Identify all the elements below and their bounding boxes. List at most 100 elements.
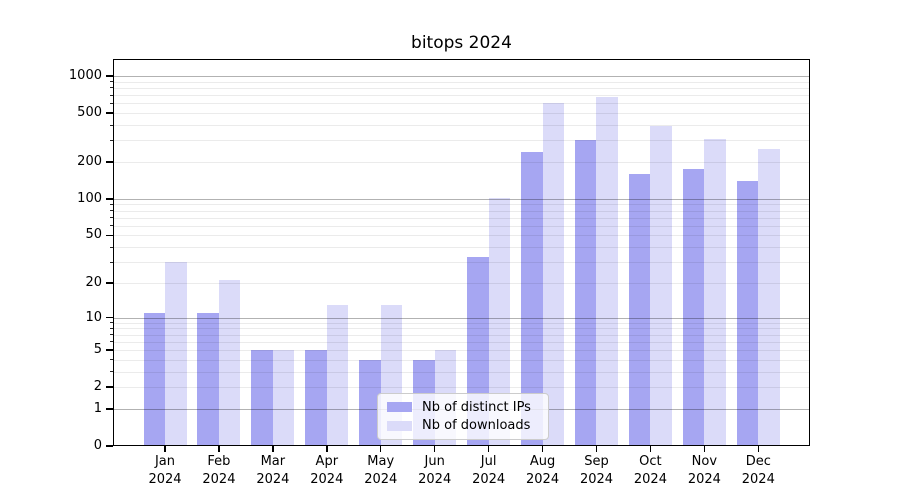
y-tick-50	[106, 234, 113, 237]
x-tick-label-oct: Oct 2024	[615, 453, 685, 489]
x-tick-label-dec: Dec 2024	[723, 453, 793, 489]
y-tick-label-100: 100	[77, 190, 102, 206]
gridline-minor-3	[114, 371, 809, 373]
gridline-minor-6	[114, 341, 809, 343]
gridline-minor-8	[114, 328, 809, 330]
x-tick-year-oct: 2024	[633, 472, 667, 487]
y-tick-1	[106, 408, 113, 410]
x-tick-label-feb: Feb 2024	[184, 453, 254, 489]
y-minor-tick-4	[109, 359, 113, 361]
y-minor-tick-80	[109, 210, 113, 212]
gridline-minor-200	[114, 162, 809, 164]
bar-ips-may	[359, 359, 381, 446]
x-tick-year-mar: 2024	[256, 472, 290, 487]
bar-downloads-nov	[704, 138, 726, 446]
y-tick-500	[106, 112, 113, 114]
bar-downloads-apr	[326, 304, 349, 446]
bar-ips-jan	[143, 312, 165, 446]
legend-swatch-distinct-ips	[387, 402, 412, 413]
x-tick-label-jul: Jul 2024	[454, 453, 524, 489]
x-tick-label-aug: Aug 2024	[508, 453, 578, 489]
gridline-minor-400	[114, 125, 809, 127]
x-tick-year-sep: 2024	[579, 472, 614, 487]
bar-downloads-sep	[596, 97, 618, 446]
y-minor-tick-8	[109, 327, 113, 329]
x-tick-year-aug: 2024	[526, 472, 560, 487]
y-minor-tick-30	[109, 261, 113, 263]
gridline-minor-600	[114, 103, 809, 105]
bar-downloads-oct	[650, 126, 672, 446]
y-tick-label-200: 200	[77, 154, 102, 170]
gridline-minor-40	[114, 247, 809, 249]
gridline-minor-20	[114, 282, 809, 284]
gridline-major-100	[114, 198, 809, 200]
y-tick-label-0: 0	[93, 438, 102, 453]
y-tick-0	[106, 445, 113, 447]
x-tick-jun	[433, 446, 436, 452]
x-tick-mar	[272, 446, 274, 452]
bar-downloads-feb	[218, 280, 241, 446]
x-tick-year-jun: 2024	[418, 472, 452, 487]
x-tick-label-jun: Jun 2024	[400, 453, 470, 489]
gridline-minor-2	[114, 387, 809, 389]
x-tick-year-jul: 2024	[472, 472, 506, 487]
gridline-minor-5	[114, 350, 809, 352]
bar-ips-dec	[736, 181, 759, 446]
x-tick-label-may: May 2024	[346, 453, 416, 489]
gridline-minor-4	[114, 359, 809, 361]
gridline-major-1000	[114, 76, 809, 78]
x-tick-label-sep: Sep 2024	[561, 453, 631, 489]
y-tick-20	[106, 282, 113, 284]
y-minor-tick-6	[109, 341, 113, 343]
x-tick-label-apr: Apr 2024	[292, 453, 362, 489]
y-tick-2	[106, 386, 113, 388]
bar-ips-sep	[574, 140, 597, 446]
bar-downloads-aug	[542, 103, 565, 446]
x-tick-aug	[541, 446, 544, 452]
x-tick-oct	[649, 446, 652, 452]
legend-label-distinct-ips: Nb of distinct IPs	[422, 399, 531, 415]
bar-downloads-jan	[165, 262, 187, 446]
x-tick-label-mar: Mar 2024	[238, 453, 308, 489]
y-tick-label-50: 50	[85, 227, 102, 243]
chart-title: bitops 2024	[411, 33, 512, 53]
x-tick-feb	[218, 446, 220, 452]
y-minor-tick-3	[109, 371, 113, 373]
gridline-minor-30	[114, 262, 809, 264]
x-tick-year-apr: 2024	[310, 472, 344, 487]
bar-ips-oct	[628, 173, 651, 446]
y-minor-tick-60	[109, 225, 113, 227]
gridline-minor-90	[114, 204, 809, 206]
y-minor-tick-9	[109, 322, 113, 324]
gridline-minor-7	[114, 334, 809, 336]
x-tick-apr	[326, 446, 328, 452]
x-tick-dec	[757, 446, 760, 452]
x-tick-year-nov: 2024	[687, 472, 721, 487]
y-tick-1000	[106, 75, 113, 77]
y-tick-label-2: 2	[93, 379, 102, 395]
gridline-minor-9	[114, 322, 809, 324]
gridline-minor-60	[114, 225, 809, 227]
gridline-minor-50	[114, 235, 809, 237]
x-tick-jul	[487, 446, 490, 452]
y-tick-200	[106, 161, 113, 163]
bar-downloads-mar	[272, 350, 295, 446]
x-tick-year-dec: 2024	[741, 472, 775, 487]
y-tick-label-10: 10	[85, 309, 102, 325]
y-tick-100	[106, 198, 113, 200]
gridline-minor-500	[114, 113, 809, 115]
y-tick-label-20: 20	[85, 274, 102, 290]
y-minor-tick-400	[109, 124, 113, 126]
bar-ips-mar	[251, 350, 273, 446]
x-tick-year-feb: 2024	[202, 472, 236, 487]
bar-ips-nov	[682, 169, 705, 446]
y-tick-label-5: 5	[93, 342, 102, 358]
y-minor-tick-600	[109, 102, 113, 104]
y-tick-label-500: 500	[77, 105, 102, 121]
gridline-minor-300	[114, 140, 809, 142]
x-tick-label-jan: Jan 2024	[130, 453, 200, 489]
y-minor-tick-700	[109, 94, 113, 96]
legend: Nb of distinct IPs Nb of downloads	[377, 393, 549, 440]
legend-item-downloads: Nb of downloads	[387, 417, 540, 436]
